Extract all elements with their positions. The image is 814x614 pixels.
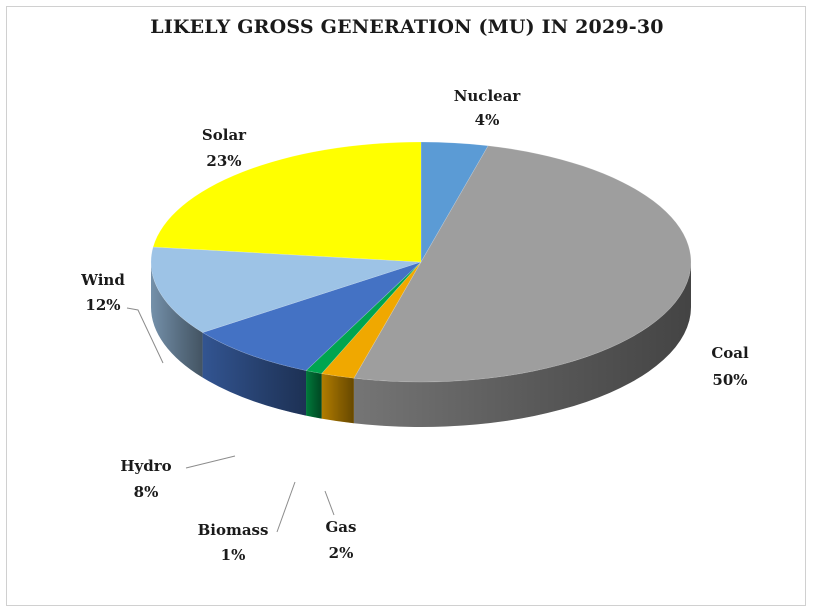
slice-value-solar: 23%	[206, 152, 241, 170]
slice-wind	[150, 246, 422, 333]
slice-label-coal: Coal	[711, 344, 749, 362]
slice-value-biomass: 1%	[221, 546, 246, 564]
slice-solar	[152, 141, 422, 263]
leader-line-hydro	[185, 455, 236, 469]
slice-label-wind: Wind	[80, 271, 125, 289]
pie-tops	[150, 141, 692, 383]
leader-line-biomass	[276, 481, 296, 533]
slice-side-shade-hydro	[202, 332, 307, 416]
pie-sides	[151, 262, 691, 427]
leader-line-wind	[126, 307, 164, 364]
slice-labels: Nuclear 4% Coal 50% Gas 2% Biomass 1% Hydro 8% Win…	[80, 87, 749, 564]
slice-biomass	[305, 261, 422, 374]
slice-side-shade-biomass	[306, 370, 322, 419]
slice-label-biomass: Biomass	[198, 521, 269, 539]
slice-label-gas: Gas	[326, 518, 357, 536]
leader-line-gas	[324, 490, 335, 516]
slice-gas	[321, 261, 422, 379]
leader-lines	[126, 307, 335, 533]
slice-value-nuclear: 4%	[475, 111, 500, 129]
slice-side-shade-wind	[151, 262, 203, 378]
slice-side-shade-gas	[321, 373, 354, 424]
slice-label-nuclear: Nuclear	[454, 87, 522, 105]
chart-title: LIKELY GROSS GENERATION (MU) IN 2029-30	[150, 16, 664, 38]
slice-side-shade-coal	[353, 262, 691, 427]
slice-value-coal: 50%	[712, 371, 747, 389]
slice-label-solar: Solar	[202, 126, 247, 144]
slice-coal	[353, 145, 692, 383]
slice-value-hydro: 8%	[134, 483, 159, 501]
slice-nuclear	[420, 141, 489, 264]
slice-value-wind: 12%	[85, 296, 120, 314]
slice-label-hydro: Hydro	[120, 457, 171, 475]
slice-value-gas: 2%	[329, 544, 354, 562]
slice-hydro	[201, 261, 422, 371]
